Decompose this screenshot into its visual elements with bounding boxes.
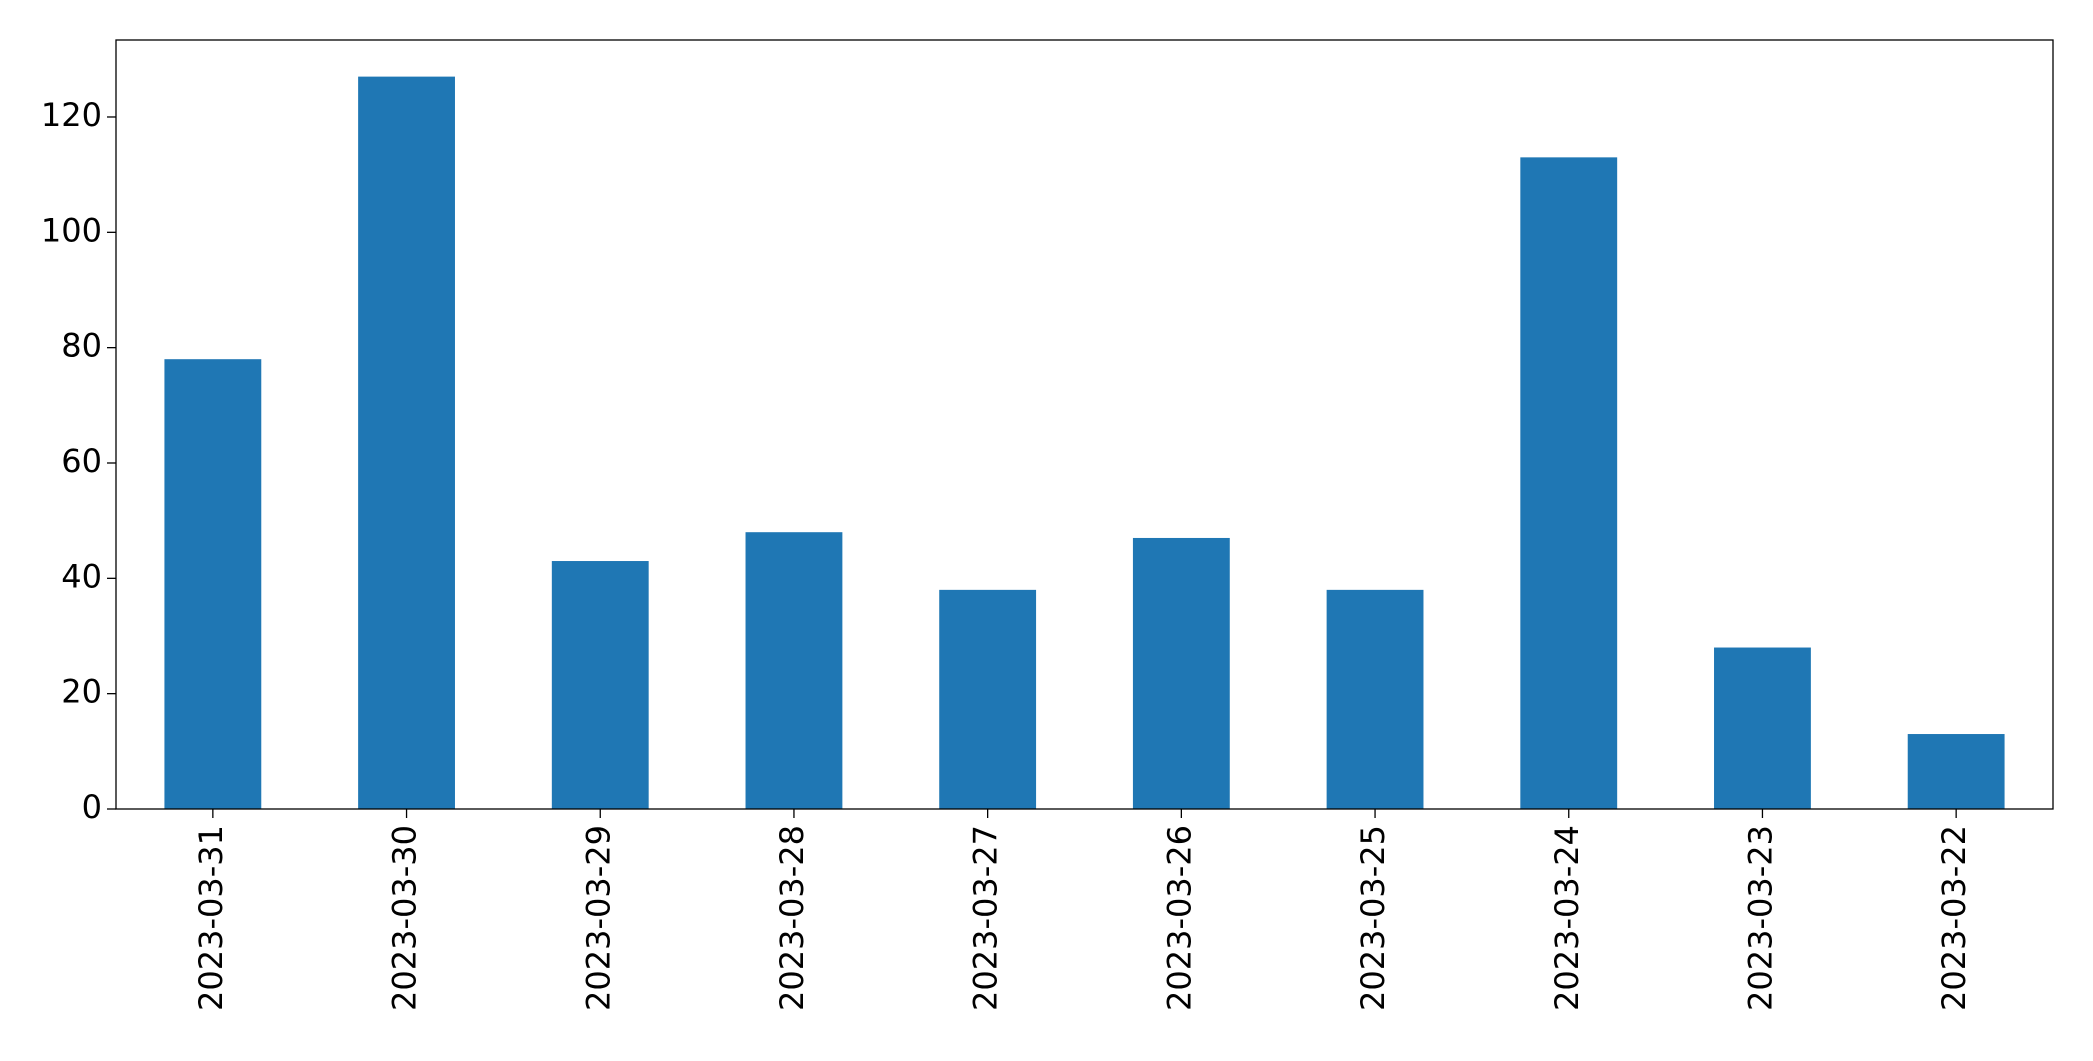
bar xyxy=(551,561,649,809)
y-tick-label: 80 xyxy=(61,327,102,365)
x-tick-label: 2023-03-28 xyxy=(773,825,811,1011)
bar xyxy=(939,589,1037,809)
bar xyxy=(1326,589,1424,809)
bar xyxy=(164,359,262,809)
bar xyxy=(1132,537,1230,809)
x-tick-label: 2023-03-22 xyxy=(1935,825,1973,1011)
y-tick-label: 60 xyxy=(61,442,102,480)
y-tick-label: 20 xyxy=(61,673,102,711)
y-tick-label: 120 xyxy=(41,96,102,134)
bar xyxy=(745,532,843,809)
x-tick-label: 2023-03-29 xyxy=(579,825,617,1011)
y-tick-label: 0 xyxy=(82,788,102,826)
x-tick-label: 2023-03-25 xyxy=(1354,825,1392,1011)
y-tick-label: 40 xyxy=(61,557,102,595)
x-tick-label: 2023-03-24 xyxy=(1548,825,1586,1011)
axes-frame xyxy=(115,39,2054,810)
bar xyxy=(1714,647,1811,809)
x-tick-label: 2023-03-26 xyxy=(1160,825,1198,1011)
x-tick-label: 2023-03-27 xyxy=(967,825,1005,1011)
x-tick-label: 2023-03-30 xyxy=(386,825,424,1011)
bar xyxy=(1907,734,2005,809)
x-tick-label: 2023-03-23 xyxy=(1741,825,1779,1011)
bar xyxy=(1520,157,1618,810)
bar xyxy=(358,76,455,810)
x-tick-label: 2023-03-31 xyxy=(192,825,230,1011)
y-tick-label: 100 xyxy=(41,211,102,249)
